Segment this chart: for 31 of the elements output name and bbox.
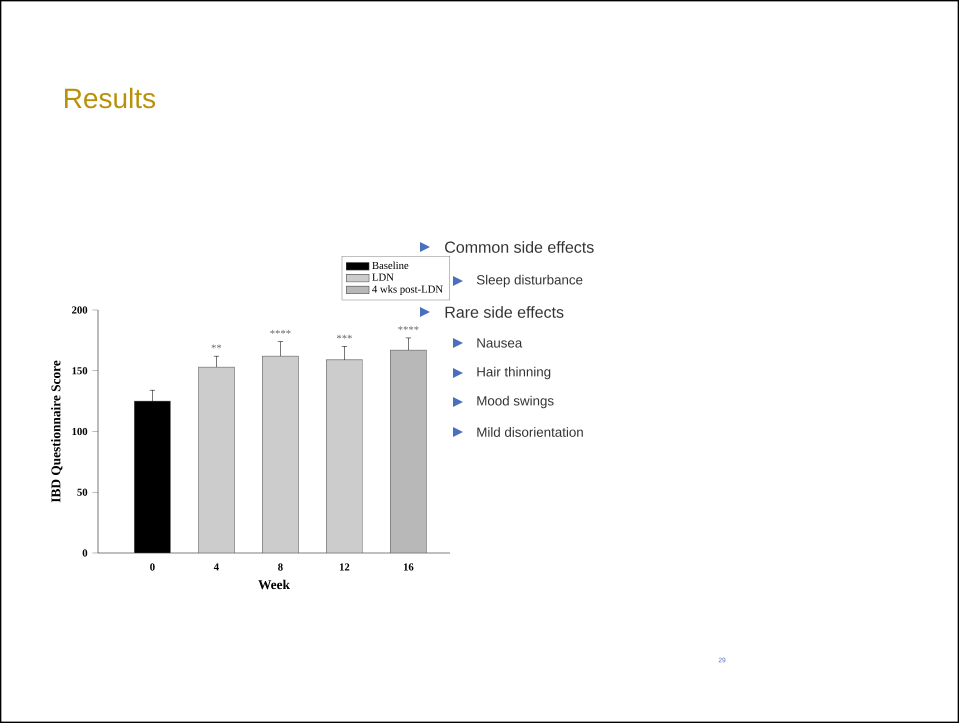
legend-label: Baseline xyxy=(372,262,408,270)
annotation: *** xyxy=(336,334,352,339)
y-tick-label: 150 xyxy=(72,367,88,374)
chart-title: Results xyxy=(65,88,156,108)
x-axis-title: Week xyxy=(258,580,290,590)
y-tick-label: 0 xyxy=(82,549,88,557)
y-tick-label: 200 xyxy=(72,306,88,314)
annotation: ** xyxy=(212,344,222,348)
bar xyxy=(198,366,235,553)
annotation: Rare side effects xyxy=(446,306,564,318)
bar xyxy=(326,360,363,553)
y-tick-label: 50 xyxy=(77,488,88,496)
x-tick-label: 4 xyxy=(214,563,219,570)
annotation: **** xyxy=(270,330,291,334)
bar xyxy=(390,350,427,553)
legend-label: LDN xyxy=(372,274,394,281)
text: Nausea xyxy=(477,338,522,348)
y-axis-title: IBD Questionnaire Score xyxy=(51,360,62,502)
x-tick-label: 8 xyxy=(278,563,283,571)
legend-label: 4 wks post-LDN xyxy=(372,285,443,295)
x-tick-label: 16 xyxy=(404,563,414,571)
y-tick-label: 100 xyxy=(72,428,88,436)
text: Mood swings xyxy=(477,396,554,408)
text: Hair thinning xyxy=(477,366,550,380)
x-tick-label: 0 xyxy=(150,563,155,571)
annotation: **** xyxy=(398,326,419,330)
text: Common side effects xyxy=(445,241,594,253)
text: Sleep disturbance xyxy=(476,274,582,288)
bar xyxy=(262,356,299,553)
x-tick-label: 12 xyxy=(340,563,350,570)
text: Mild disorientation xyxy=(477,427,583,437)
